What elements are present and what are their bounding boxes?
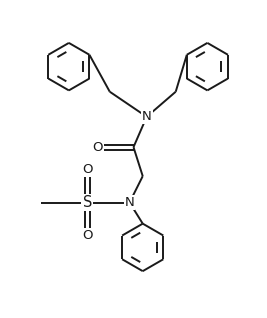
Text: O: O: [82, 163, 93, 176]
Text: O: O: [93, 141, 103, 154]
Text: N: N: [125, 196, 134, 209]
Text: S: S: [83, 195, 92, 210]
Text: O: O: [82, 229, 93, 242]
Text: N: N: [142, 110, 152, 123]
